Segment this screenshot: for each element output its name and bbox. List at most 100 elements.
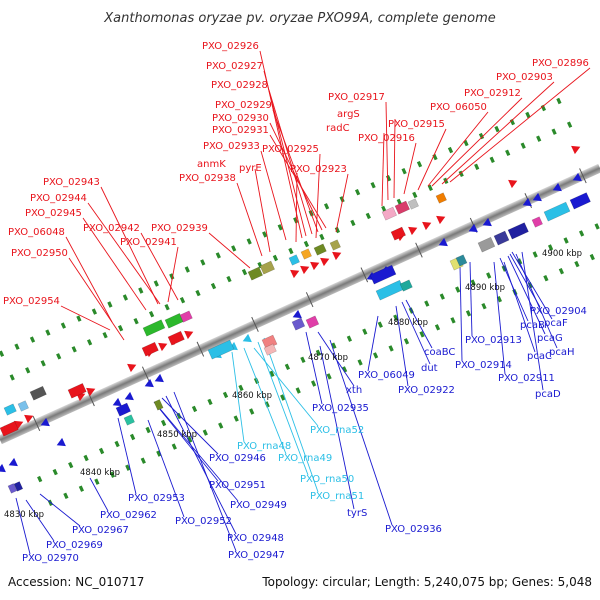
top-leader [295,172,298,243]
guide-dot [107,301,113,308]
bottom-leader [507,255,546,335]
axis-tick [141,366,150,382]
gene-arrow-forward [408,226,418,236]
guide-dot [129,433,136,441]
guide-dot [424,300,430,307]
guide-dot [357,359,363,366]
guide-dot [94,478,100,485]
guide-dot [505,149,511,157]
guide-dot [551,128,557,135]
guide-dot [450,317,456,324]
guide-dot [109,471,116,478]
bottom-label: PXO_02949 [230,500,287,511]
top-label: PXO_02925 [262,144,319,155]
guide-dot [63,492,69,500]
bottom-leader [147,419,185,518]
guide-dot [153,280,159,287]
guide-dot [547,244,554,251]
upper-gene-block [17,400,29,412]
top-leader [87,202,161,305]
bottom-label: pcaH [549,347,575,358]
gene-arrow-reverse [532,192,542,202]
guide-dot [434,324,441,331]
guide-dot [218,422,224,429]
guide-dot [532,251,538,258]
guide-dot [56,353,62,360]
top-leader [269,134,327,229]
guide-dot [536,135,542,142]
guide-dot [140,457,146,464]
guide-dot [83,454,89,462]
guide-dot [362,328,368,335]
top-label: PXO_02945 [25,208,82,219]
top-leader [260,150,287,241]
forward-gene-block [141,341,159,357]
gene-arrow-forward [158,342,168,352]
guide-dot [169,273,175,280]
top-leader [82,217,147,311]
guide-dot [310,380,317,387]
top-label: PXO_06050 [430,102,487,113]
guide-dot [525,111,531,119]
top-leader [65,236,113,323]
bottom-leader [161,397,219,455]
gene-arrow-forward [127,363,137,373]
bottom-leader [459,265,463,362]
lower-gene-block [207,339,235,360]
bottom-label: PXO_02914 [455,360,512,371]
guide-dot [241,268,248,276]
gene-arrow-forward [310,261,320,271]
top-leader [100,186,159,305]
rna-label: PXO_rna51 [310,491,364,502]
guide-dot [385,174,392,182]
guide-dot [331,342,337,349]
guide-dot [114,440,120,448]
upper-gene-block [300,248,312,260]
guide-dot [0,350,5,357]
bottom-leader [405,299,433,349]
kbp-label: 4850 kbp [157,430,197,440]
bottom-leader [173,391,237,552]
guide-dot [419,331,425,338]
top-leader [335,173,349,233]
guide-dot [210,282,217,290]
kbp-label: 4840 kbp [80,468,120,478]
guide-dot [489,156,495,164]
guide-dot [222,391,229,399]
lower-gene-block [13,481,24,492]
gene-arrow-reverse [572,172,582,182]
map-title: Xanthomonas oryzae pv. oryzae PXO99A, co… [103,11,496,26]
gene-arrow-reverse [552,182,562,192]
gene-arrow-reverse [112,397,122,407]
bottom-label: PXO_06049 [358,370,415,381]
guide-dot [594,223,600,230]
top-label: PXO_02916 [358,133,415,144]
top-label: PXO_02943 [43,177,100,188]
guide-dot [60,322,67,329]
guide-dot [164,303,170,311]
guide-dot [133,317,139,325]
guide-dot [117,324,124,332]
bottom-label: PXO_02935 [312,403,369,414]
gene-arrow-forward [571,145,581,155]
lower-gene-block [543,201,571,222]
top-label: PXO_02923 [290,164,347,175]
bottom-leader [329,339,393,526]
guide-dot [145,426,151,434]
guide-dot [465,310,472,317]
gene-features [0,145,591,494]
top-leader [431,97,523,187]
upper-gene-block [3,403,17,416]
bottom-label: PXO_02948 [227,533,284,544]
guide-dot [40,360,46,367]
guide-dot [578,230,585,237]
guide-dot [341,366,348,373]
forward-gene-block [0,421,19,437]
bottom-leader [367,315,379,372]
axis-tick [196,341,205,357]
bottom-leader [515,253,558,349]
guide-dot [370,181,376,189]
top-label: PXO_02929 [215,100,272,111]
top-label: PXO_02896 [532,58,589,69]
